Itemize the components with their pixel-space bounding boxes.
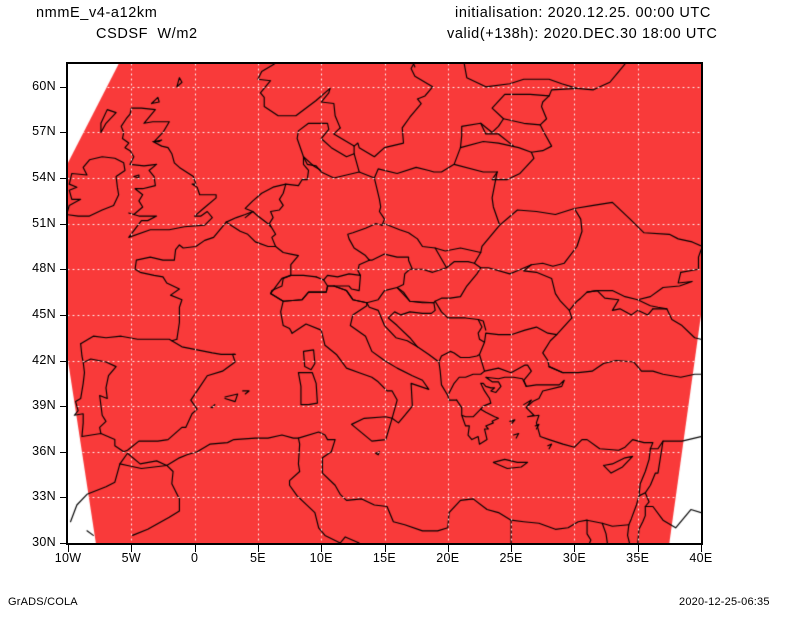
latitude-tick [60,543,66,544]
latitude-tick [60,178,66,180]
map-plot-area [66,62,703,545]
longitude-tick [321,545,323,552]
longitude-tick [574,545,576,552]
longitude-tick-label: 20E [436,551,460,565]
generated-timestamp-label: 2020-12-25-06:35 [679,596,770,608]
longitude-tick-label: 0 [190,551,199,565]
longitude-tick-label: 25E [499,551,523,565]
longitude-tick [257,545,259,552]
valid-time-label: valid(+138h): 2020.DEC.30 18:00 UTC [447,26,718,42]
latitude-tick [60,314,66,316]
map-field-canvas [68,64,701,543]
latitude-tick [60,223,66,225]
variable-label: CSDSF W/m2 [96,26,198,42]
latitude-tick-label: 45N [32,306,56,321]
software-credit-label: GrADS/COLA [8,596,78,608]
longitude-tick-label: 35E [626,551,650,565]
initialisation-label: initialisation: 2020.12.25. 00:00 UTC [455,5,711,21]
longitude-tick [511,545,513,552]
longitude-tick [68,545,69,552]
model-name-label: nmmE_v4-a12km [36,5,158,21]
longitude-tick-label: 10E [309,551,333,565]
latitude-tick [60,269,66,271]
latitude-tick-label: 33N [32,489,56,504]
latitude-tick-label: 36N [32,443,56,458]
longitude-tick-label: 40E [689,551,713,565]
latitude-tick [60,360,66,362]
longitude-tick-label: 5E [249,551,266,565]
latitude-tick-label: 54N [32,170,56,185]
latitude-tick-label: 60N [32,78,56,93]
latitude-tick [60,86,66,88]
latitude-tick-label: 57N [32,124,56,139]
latitude-tick-label: 39N [32,398,56,413]
longitude-tick [194,545,196,552]
latitude-tick [60,497,66,499]
latitude-tick-label: 42N [32,352,56,367]
longitude-tick-label: 5W [121,551,141,565]
latitude-tick-label: 51N [32,215,56,230]
latitude-tick-label: 48N [32,261,56,276]
longitude-tick-label: 10W [54,551,82,565]
longitude-tick-label: 30E [562,551,586,565]
latitude-tick [60,406,66,408]
latitude-tick [60,132,66,134]
longitude-tick [701,545,702,552]
latitude-tick [60,451,66,453]
longitude-tick [637,545,639,552]
latitude-tick-label: 30N [32,535,56,549]
longitude-tick [447,545,449,552]
longitude-tick-label: 15E [372,551,397,565]
longitude-tick [131,545,133,552]
longitude-tick [384,545,386,552]
